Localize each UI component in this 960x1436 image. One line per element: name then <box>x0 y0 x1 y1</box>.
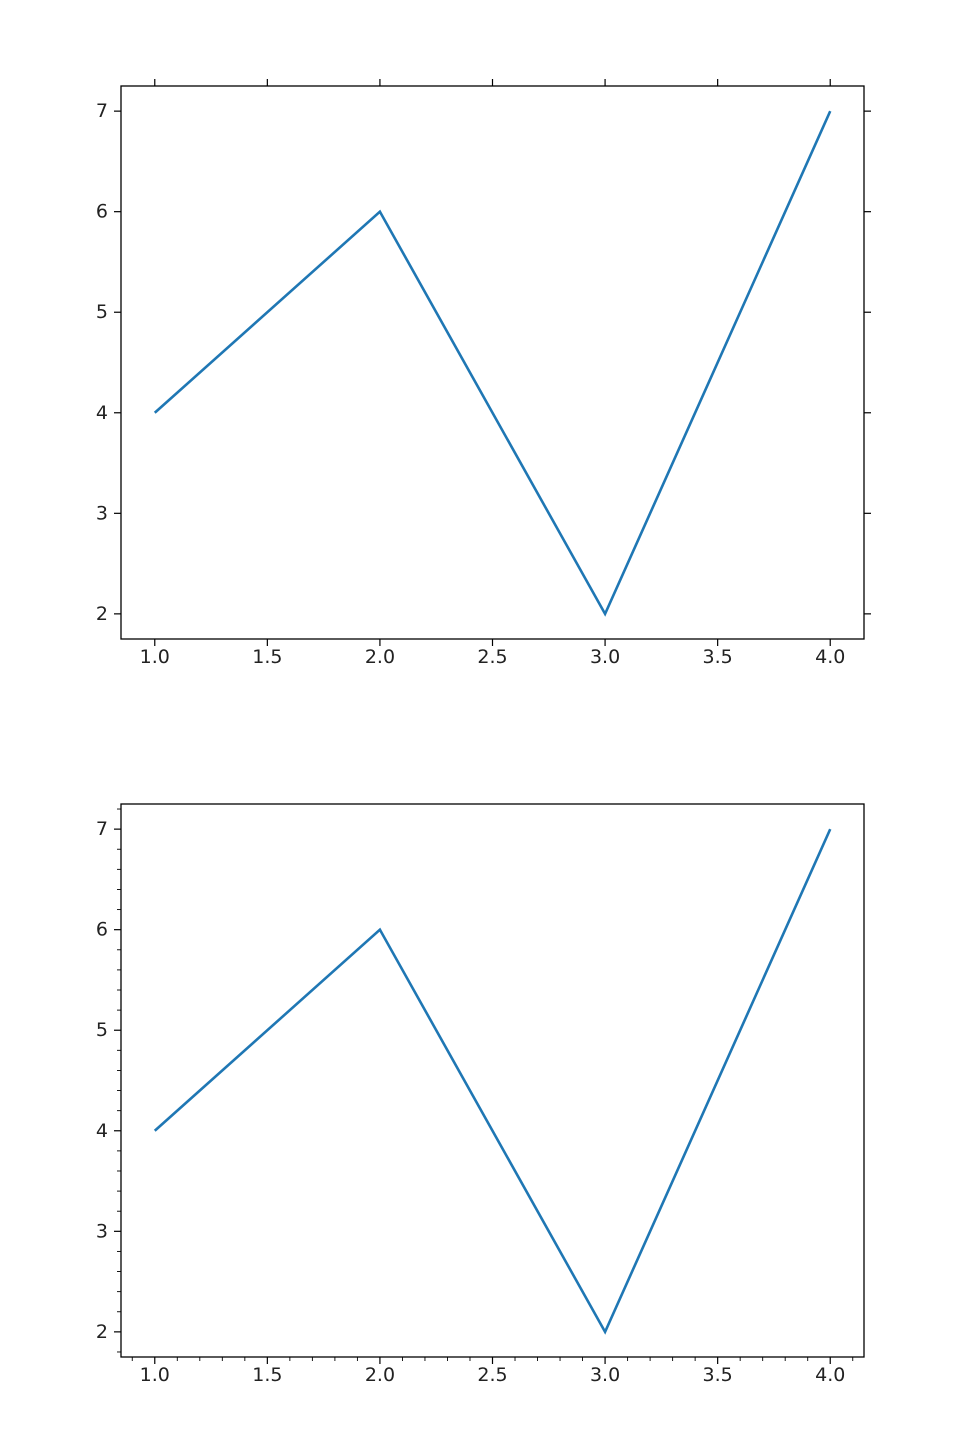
y-tick-label: 3 <box>96 502 108 524</box>
x-tick-label: 2.5 <box>477 1364 507 1386</box>
y-tick-label: 6 <box>96 201 108 223</box>
chart-top: 2 3 4 5 6 7 1.0 1.5 2.0 2.5 3.0 3.5 4.0 <box>96 79 871 668</box>
x-tick-label: 2.0 <box>365 1364 395 1386</box>
x-tick-label: 1.5 <box>252 1364 282 1386</box>
x-tick-label: 2.5 <box>477 646 507 668</box>
y-tick-label: 4 <box>96 402 108 424</box>
chart-bottom: 2 3 4 5 6 7 1.0 1.5 2.0 2.5 3.0 3.5 4.0 <box>96 803 865 1386</box>
x-tick-label: 1.0 <box>140 646 170 668</box>
x-tick-label: 4.0 <box>815 646 845 668</box>
y-tick-label: 6 <box>96 919 108 941</box>
y-tick-label: 5 <box>96 301 108 323</box>
x-tick-label: 3.0 <box>590 646 620 668</box>
x-tick-label: 2.0 <box>365 646 395 668</box>
y-tick-label: 5 <box>96 1019 108 1041</box>
y-tick-label: 2 <box>96 603 108 625</box>
y-tick-label: 3 <box>96 1220 108 1242</box>
x-tick-label: 3.0 <box>590 1364 620 1386</box>
series-line <box>153 110 832 617</box>
x-tick-label: 4.0 <box>815 1364 845 1386</box>
x-tick-label: 1.0 <box>140 1364 170 1386</box>
series-line <box>153 828 832 1335</box>
y-tick-label: 2 <box>96 1321 108 1343</box>
y-tick-label: 4 <box>96 1120 108 1142</box>
x-tick-label: 3.5 <box>703 646 733 668</box>
y-tick-label: 7 <box>96 818 108 840</box>
plot-frame <box>120 803 865 1358</box>
x-tick-label: 3.5 <box>703 1364 733 1386</box>
y-tick-label: 7 <box>96 100 108 122</box>
x-tick-label: 1.5 <box>252 646 282 668</box>
plot-frame <box>120 85 865 640</box>
